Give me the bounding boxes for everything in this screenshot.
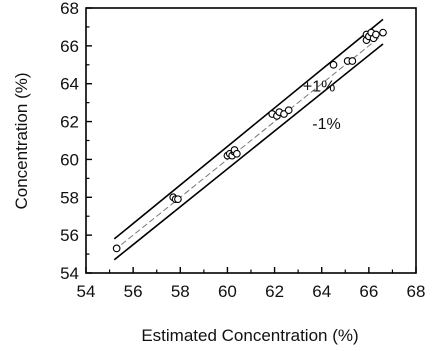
annotation-label: +1%: [303, 78, 335, 95]
y-tick-label: 54: [60, 264, 79, 283]
upper-bound-line: [113, 18, 384, 240]
data-points: [112, 28, 387, 253]
y-tick-label: 66: [60, 37, 79, 56]
x-tick-label: 56: [124, 282, 143, 301]
y-tick-label: 68: [60, 0, 79, 18]
lower-bound-line: [113, 43, 384, 261]
y-axis: 54 56 58 60 62 64 66 68: [60, 0, 92, 283]
annotations: +1% -1%: [303, 78, 341, 133]
data-point: [379, 28, 387, 37]
y-tick-label: 58: [60, 188, 79, 207]
x-tick-label: 68: [407, 282, 426, 301]
x-tick-label: 66: [359, 282, 378, 301]
reference-lines: [113, 18, 384, 261]
data-point: [233, 149, 241, 158]
data-point: [329, 60, 338, 69]
data-point: [348, 57, 357, 65]
data-point: [372, 30, 380, 39]
x-axis: 54 56 58 60 62 64 66 68: [77, 267, 426, 301]
x-tick-label: 58: [171, 282, 190, 301]
y-tick-label: 56: [60, 226, 79, 245]
y-tick-label: 64: [60, 75, 79, 94]
y-tick-label: 62: [60, 113, 79, 132]
x-tick-label: 62: [265, 282, 284, 301]
x-tick-label: 54: [77, 282, 96, 301]
data-point: [174, 195, 182, 204]
annotation-label: -1%: [312, 116, 340, 133]
y-axis-title: Concentration (%): [12, 72, 31, 209]
data-point: [284, 106, 293, 115]
center-line: [113, 34, 384, 251]
x-tick-label: 60: [218, 282, 237, 301]
y-tick-label: 60: [60, 150, 79, 169]
x-axis-title: Estimated Concentration (%): [141, 326, 358, 345]
x-tick-label: 64: [312, 282, 331, 301]
data-point: [112, 244, 121, 253]
